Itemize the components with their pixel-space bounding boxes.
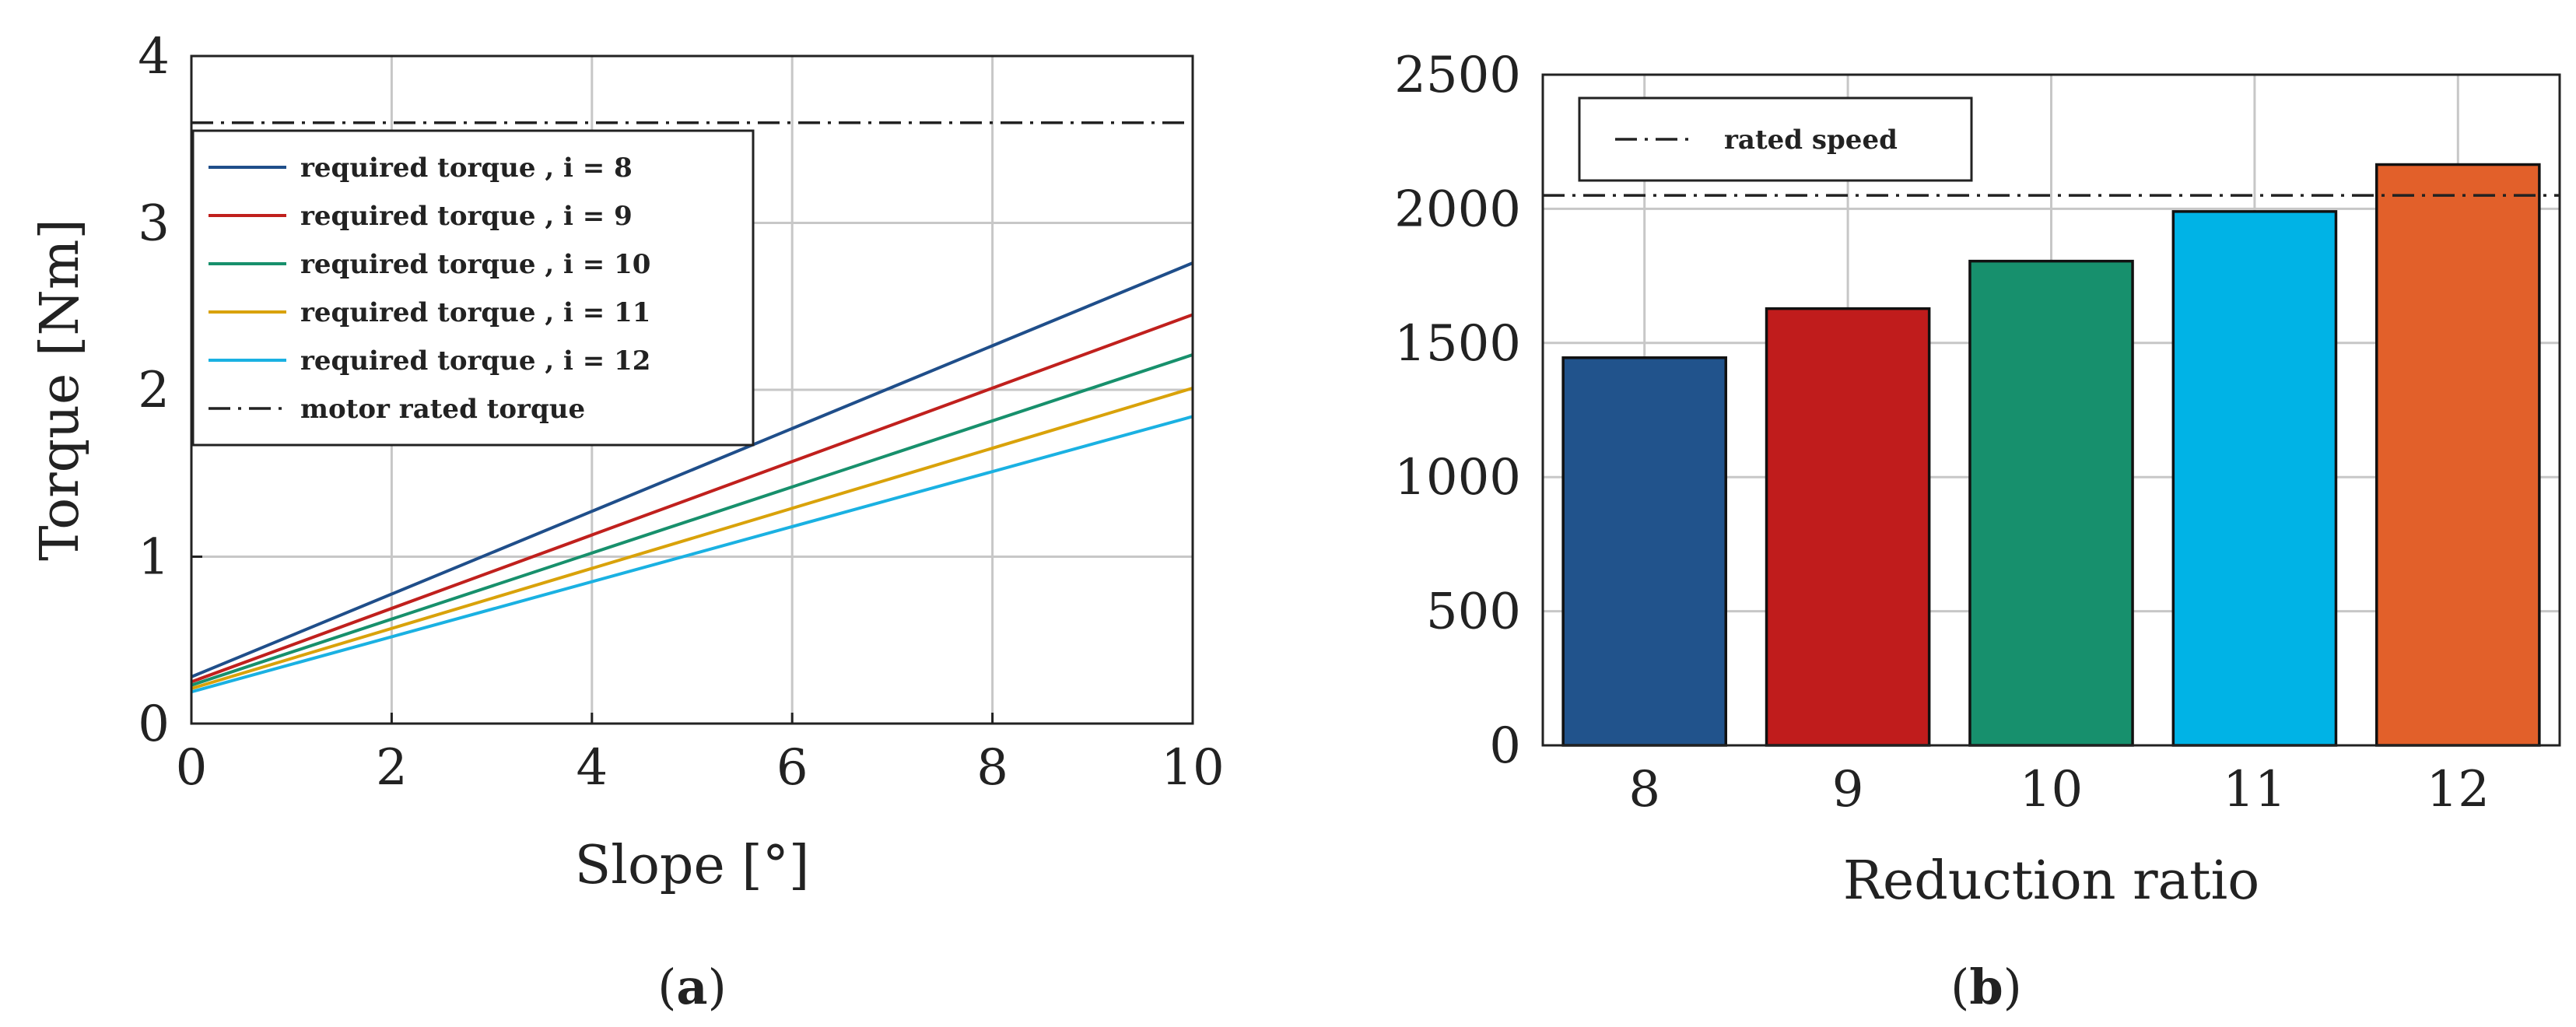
bar-12: [2374, 163, 2541, 747]
caption-open: (: [1950, 959, 1969, 1015]
x-tick-label: 11: [2223, 761, 2286, 818]
y-tick-label: 2500: [1394, 47, 1521, 104]
y-tick-label: 1000: [1394, 449, 1521, 506]
legend: rated speed: [1578, 96, 1973, 182]
x-tick-label: 8: [1628, 761, 1660, 818]
series-line-4: [191, 386, 1193, 690]
y-tick-label: 1: [138, 529, 170, 587]
y-tick-label: 500: [1426, 584, 1521, 641]
x-tick-label: 0: [176, 739, 208, 797]
caption-close: ): [708, 959, 727, 1015]
series-line-1: [191, 261, 1193, 678]
x-axis-label: Reduction ratio: [1843, 850, 2259, 912]
y-tick-label: 1500: [1394, 315, 1521, 373]
chart-a: 0 1 2 3 4 0 2 4 6 8 10 Slope [°] Torque [Nm] requ…: [30, 28, 1225, 896]
series-line-2: [191, 313, 1193, 684]
legend-label: required torque , i = 10: [300, 249, 650, 280]
caption-a: (a): [657, 959, 727, 1015]
legend-box: [191, 129, 755, 447]
caption-letter: b: [1969, 959, 2003, 1015]
caption-b: (b): [1950, 959, 2022, 1015]
y-tick-label: 0: [1489, 717, 1521, 775]
caption-letter: a: [676, 959, 707, 1015]
caption-open: (: [657, 959, 676, 1015]
x-tick-label: 10: [1161, 739, 1224, 797]
chart-b: 0 500 1000 1500 2000 2500 8 9 10 11 12 Reduction …: [1394, 47, 2561, 912]
legend-label: required torque , i = 11: [300, 297, 650, 328]
x-tick-label: 8: [976, 739, 1008, 797]
legend-label: rated speed: [1724, 124, 1898, 156]
bar-10: [1968, 259, 2134, 747]
bar-11: [2171, 210, 2338, 747]
plot-frame: [190, 54, 1194, 725]
x-axis-label: Slope [°]: [575, 835, 810, 896]
x-tick-label: 12: [2427, 761, 2490, 818]
x-tick-labels: 8 9 10 11 12: [1628, 761, 2490, 818]
legend-label: motor rated torque: [300, 394, 585, 425]
bar-8: [1561, 356, 1728, 747]
y-tick-label: 0: [138, 696, 170, 753]
plot-frame: [1541, 73, 2561, 747]
series-lines: [191, 121, 1193, 694]
y-tick-label: 4: [138, 28, 170, 86]
y-tick-labels: 0 500 1000 1500 2000 2500: [1394, 47, 1521, 775]
x-tick-label: 2: [376, 739, 408, 797]
legend: required torque , i = 8 required torque ,…: [191, 129, 755, 447]
y-axis-label: Torque [Nm]: [30, 219, 91, 561]
x-tick-labels: 0 2 4 6 8 10: [176, 739, 1225, 797]
y-tick-label: 2000: [1394, 181, 1521, 238]
x-tick-label: 9: [1832, 761, 1864, 818]
bars: [1561, 163, 2541, 747]
legend-label: required torque , i = 12: [300, 345, 650, 377]
caption-close: ): [2003, 959, 2022, 1015]
legend-label: required torque , i = 9: [300, 201, 633, 232]
legend-label: required torque , i = 8: [300, 152, 633, 184]
y-tick-label: 2: [138, 362, 170, 419]
series-line-5: [191, 415, 1193, 694]
y-tick-labels: 0 1 2 3 4: [138, 28, 170, 753]
bar-9: [1765, 307, 1931, 747]
x-tick-label: 10: [2020, 761, 2083, 818]
series-line-3: [191, 353, 1193, 687]
x-tick-label: 4: [576, 739, 608, 797]
y-tick-label: 3: [138, 195, 170, 253]
x-tick-label: 6: [776, 739, 808, 797]
